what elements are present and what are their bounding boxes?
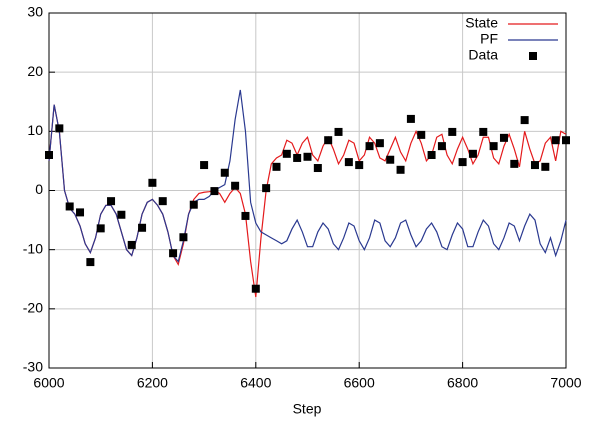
point — [158, 197, 167, 206]
point — [313, 164, 322, 173]
point — [510, 159, 519, 168]
legend-label: Data — [468, 47, 498, 63]
point — [324, 136, 333, 145]
point — [344, 158, 353, 167]
point — [489, 142, 498, 151]
y-tick-label: -30 — [23, 359, 43, 375]
point — [406, 114, 415, 123]
point — [65, 202, 74, 211]
legend-label: State — [465, 15, 498, 31]
point — [530, 161, 539, 170]
point — [417, 130, 426, 139]
x-tick-label: 7000 — [550, 375, 581, 391]
point — [117, 210, 126, 219]
point — [427, 151, 436, 159]
x-tick-label: 6600 — [344, 375, 375, 391]
point — [458, 158, 467, 167]
point — [96, 224, 105, 233]
point — [375, 139, 384, 148]
point — [468, 149, 477, 158]
point — [293, 153, 302, 162]
point — [562, 136, 570, 145]
point — [448, 127, 457, 136]
x-tick-label: 6200 — [137, 375, 168, 391]
line — [48, 104, 567, 298]
x-axis-label: Step — [293, 401, 322, 417]
point — [437, 142, 446, 151]
y-tick-label: 0 — [35, 181, 43, 197]
y-tick-label: 10 — [27, 122, 43, 138]
plot-border — [48, 12, 567, 369]
point — [365, 142, 374, 151]
point — [169, 249, 178, 258]
point — [189, 200, 198, 209]
x-tick-label: 6000 — [33, 375, 64, 391]
line — [48, 89, 567, 263]
point — [138, 223, 147, 232]
legend-swatch — [529, 52, 537, 60]
point — [386, 155, 395, 164]
point — [251, 284, 260, 293]
point — [520, 116, 529, 125]
x-tick-label: 6400 — [240, 375, 271, 391]
point — [479, 127, 488, 136]
y-tick-label: -20 — [23, 300, 43, 316]
point — [76, 208, 85, 217]
point — [210, 187, 219, 196]
point — [231, 181, 240, 190]
point — [200, 161, 209, 170]
point — [179, 233, 188, 242]
point — [86, 258, 95, 267]
point — [303, 152, 312, 161]
point — [262, 184, 271, 193]
point — [499, 133, 508, 142]
point — [127, 240, 136, 249]
legend-label: PF — [480, 31, 498, 47]
y-tick-label: -10 — [23, 240, 43, 256]
point — [241, 211, 250, 220]
point — [107, 197, 116, 206]
point — [45, 151, 53, 159]
point — [396, 165, 405, 174]
point — [55, 124, 64, 133]
y-tick-label: 20 — [27, 63, 43, 79]
y-tick-label: 30 — [27, 4, 43, 20]
point — [551, 136, 560, 145]
x-tick-label: 6800 — [447, 375, 478, 391]
point — [272, 162, 281, 171]
point — [148, 178, 157, 187]
point — [355, 161, 364, 170]
point — [282, 149, 291, 158]
point — [220, 168, 229, 177]
point — [541, 162, 550, 171]
point — [334, 127, 343, 136]
